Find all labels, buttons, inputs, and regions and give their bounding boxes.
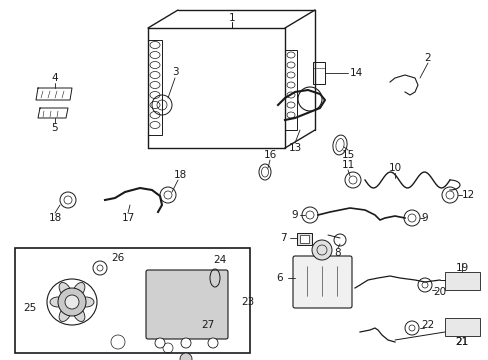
Bar (444, 272, 479, 290)
Text: 4: 4 (52, 73, 58, 83)
Text: 18: 18 (48, 213, 61, 223)
Bar (15, 248, 249, 353)
FancyBboxPatch shape (146, 270, 227, 339)
Text: 15: 15 (341, 150, 354, 160)
Circle shape (180, 353, 192, 360)
Circle shape (207, 338, 218, 348)
Bar (148, 40, 162, 135)
Text: 20: 20 (432, 287, 446, 297)
Ellipse shape (50, 297, 66, 307)
Text: 6: 6 (276, 273, 283, 283)
Ellipse shape (78, 297, 94, 307)
Circle shape (65, 295, 79, 309)
Text: 16: 16 (263, 150, 276, 160)
FancyBboxPatch shape (292, 256, 351, 308)
Text: 27: 27 (201, 320, 214, 330)
Text: 1: 1 (228, 13, 235, 23)
Bar (444, 318, 479, 336)
Text: 17: 17 (121, 213, 134, 223)
Text: 9: 9 (421, 213, 427, 223)
Text: 21: 21 (454, 337, 468, 347)
Text: 22: 22 (421, 320, 434, 330)
Text: 24: 24 (213, 255, 226, 265)
Text: 14: 14 (348, 68, 362, 78)
Text: 5: 5 (52, 123, 58, 133)
Circle shape (155, 338, 164, 348)
Text: 23: 23 (241, 297, 254, 307)
Text: 19: 19 (454, 263, 468, 273)
Text: 18: 18 (173, 170, 186, 180)
Text: 11: 11 (341, 160, 354, 170)
Text: 25: 25 (23, 303, 37, 313)
Bar (312, 62, 325, 84)
Ellipse shape (59, 283, 71, 297)
Circle shape (181, 338, 191, 348)
Circle shape (58, 288, 86, 316)
Text: 13: 13 (288, 143, 301, 153)
Text: 9: 9 (291, 210, 298, 220)
Ellipse shape (73, 283, 85, 297)
Circle shape (311, 240, 331, 260)
Text: 26: 26 (111, 253, 124, 263)
Text: 3: 3 (171, 67, 178, 77)
Text: 8: 8 (334, 248, 341, 258)
Text: 21: 21 (454, 337, 468, 347)
Text: 2: 2 (424, 53, 430, 63)
Text: 10: 10 (387, 163, 401, 173)
Bar (299, 235, 308, 243)
Text: 7: 7 (279, 233, 286, 243)
Ellipse shape (73, 307, 85, 321)
Bar (296, 233, 311, 245)
Text: 12: 12 (461, 190, 474, 200)
Bar (285, 50, 296, 130)
Ellipse shape (59, 307, 71, 321)
